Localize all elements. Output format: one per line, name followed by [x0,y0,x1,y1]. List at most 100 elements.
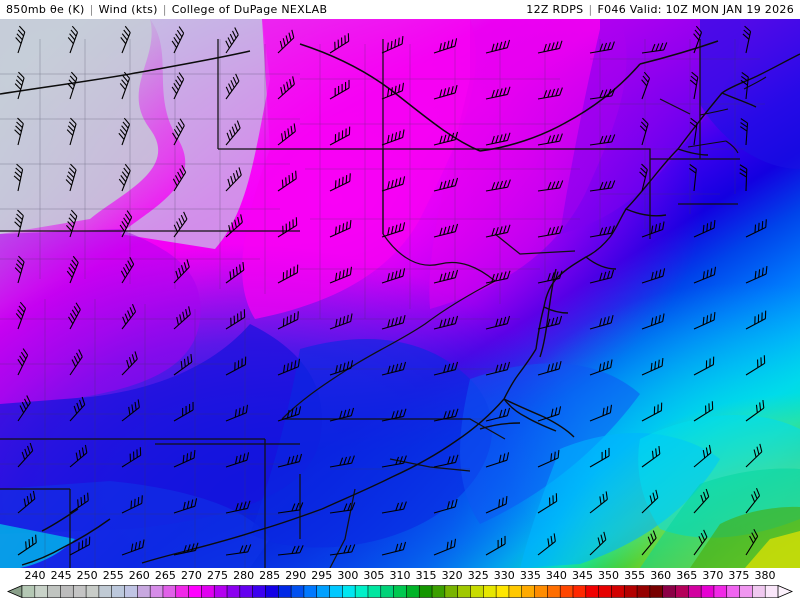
colorbar-swatch [623,585,638,598]
colorbar-tick-label: 290 [285,569,307,582]
colorbar-swatch [585,585,600,598]
colorbar-tick-label: 360 [650,569,672,582]
colorbar-swatch [47,585,62,598]
theta-e-field [0,19,800,568]
colorbar-swatch [137,585,151,598]
colorbar-tick-label: 320 [441,569,463,582]
colorbar-swatch [572,585,587,598]
colorbar-tick-label: 355 [624,569,646,582]
colorbar-tick-label: 240 [24,569,46,582]
map-geography [0,39,800,568]
map-canvas[interactable] [0,19,800,568]
colorbar-swatch [342,585,356,598]
colorbar-svg [6,585,794,598]
colorbar-tick-label: 345 [571,569,593,582]
colorbar-tick-label: 305 [363,569,385,582]
colorbar-swatch [611,585,625,598]
colorbar-tick-label: 375 [728,569,750,582]
colorbar-swatch [21,585,36,598]
header-separator: | [588,3,593,16]
colorbar-tick-label: 325 [467,569,489,582]
colorbar-swatch [149,585,164,598]
header-separator: | [162,3,167,16]
colorbar-swatch [598,585,613,598]
colorbar-tick-label: 330 [493,569,515,582]
colorbar-swatch [175,585,190,598]
colorbar-swatch [85,585,100,598]
colorbar-tick-label: 280 [233,569,255,582]
colorbar-tick-label: 365 [676,569,698,582]
colorbar-swatch [329,585,344,598]
colorbar-tick-label: 295 [311,569,333,582]
colorbar-swatch [559,585,574,598]
header-field-label: 850mb θe (K) [6,3,85,16]
colorbar-swatch [98,585,113,598]
colorbar-tick-label: 245 [50,569,72,582]
colorbar-swatch [60,585,74,598]
colorbar-left-arrow [6,585,23,598]
colorbar-swatch [483,585,497,598]
colorbar-swatch [418,585,433,598]
colorbar-tick-label: 340 [545,569,567,582]
colorbar-swatch [354,585,369,598]
colorbar-swatch [252,585,267,598]
colorbar-swatch [457,585,472,598]
colorbar-swatch [547,585,561,598]
colorbar-swatch [444,585,459,598]
colorbar-swatch [380,585,395,598]
colorbar-swatch [470,585,484,598]
colorbar-swatch [316,585,331,598]
header-valid-time-label: F046 Valid: 10Z MON JAN 19 2026 [597,3,794,16]
colorbar-swatch [162,585,177,598]
colorbar-swatch [726,585,741,598]
colorbar-tick-labels: 240 245 250 255 260 265 270 275 280 285 290 295 300 3… [0,568,800,584]
colorbar-swatch [431,585,446,598]
colorbar-swatch [111,585,126,598]
colorbar-swatch [675,585,689,598]
map-svg [0,19,800,568]
colorbar-swatch [713,585,728,598]
colorbar-swatch [265,585,279,598]
colorbar-tick-label: 350 [598,569,620,582]
colorbar-tick-label: 270 [180,569,202,582]
header-right-group: 12Z RDPS | F046 Valid: 10Z MON JAN 19 20… [526,3,794,16]
colorbar-swatch [508,585,523,598]
colorbar-swatch [34,585,49,598]
colorbar-swatch [277,585,292,598]
colorbar-tick-label: 265 [154,569,176,582]
colorbar-swatch [521,585,536,598]
colorbar-tick-label: 300 [337,569,359,582]
colorbar-swatch [739,585,754,598]
colorbar-swatch [188,585,203,598]
colorbar-swatch [700,585,715,598]
colorbar-swatch [764,585,779,598]
header-model-run-label: 12Z RDPS [526,3,584,16]
colorbar: 240 245 250 255 260 265 270 275 280 285 290 295 300 3… [0,568,800,600]
colorbar-swatch [124,585,138,598]
colorbar-tick-label: 285 [259,569,281,582]
colorbar-tick-label: 370 [702,569,724,582]
colorbar-swatch [213,585,228,598]
colorbar-swatch [72,585,87,598]
colorbar-swatch [406,585,420,598]
colorbar-swatch [201,585,215,598]
colorbar-swatch [495,585,510,598]
colorbar-tick-label: 335 [519,569,541,582]
colorbar-swatch [649,585,664,598]
colorbar-tick-label: 255 [102,569,124,582]
header-separator: | [89,3,94,16]
header-left-group: 850mb θe (K) | Wind (kts) | College of D… [6,3,327,16]
colorbar-swatch [367,585,382,598]
colorbar-swatch [239,585,254,598]
map-header: 850mb θe (K) | Wind (kts) | College of D… [0,0,800,19]
colorbar-swatch [290,585,305,598]
colorbar-tick-label: 315 [415,569,437,582]
colorbar-swatch [226,585,241,598]
header-source-label: College of DuPage NEXLAB [171,3,328,16]
header-wind-label: Wind (kts) [98,3,158,16]
colorbar-swatch [534,585,549,598]
colorbar-tick-label: 310 [389,569,411,582]
colorbar-swatch [303,585,318,598]
colorbar-swatch [752,585,766,598]
colorbar-tick-label: 250 [76,569,98,582]
